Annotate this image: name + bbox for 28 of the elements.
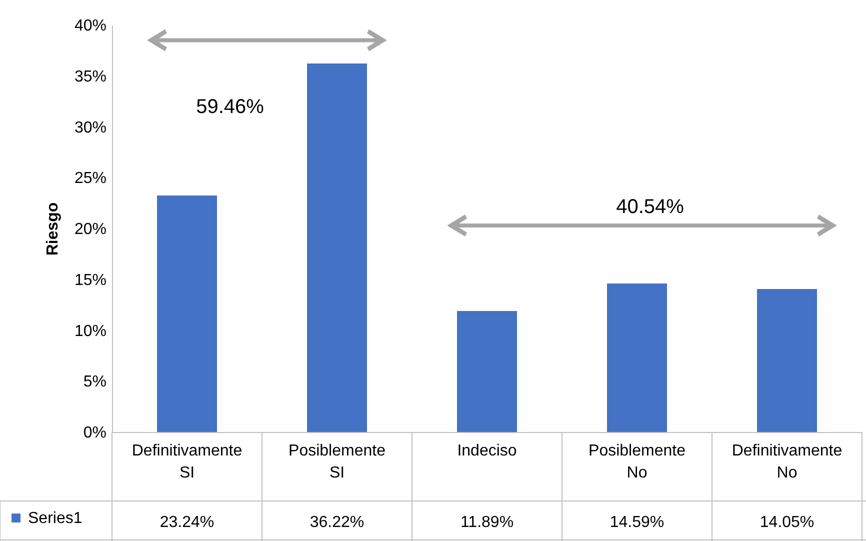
y-tick-label: 10% xyxy=(74,322,106,340)
legend-label: Series1 xyxy=(28,510,82,527)
x-tick-label: Definitivamente SI xyxy=(132,442,242,482)
y-tick-label: 35% xyxy=(74,68,106,86)
data-label: 11.89% xyxy=(460,514,514,531)
x-tick-label: Posiblemente No xyxy=(588,442,686,482)
data-label: 14.05% xyxy=(760,514,814,531)
y-tick-label: 5% xyxy=(83,374,106,391)
bar xyxy=(607,284,667,432)
y-tick-label: 40% xyxy=(74,18,106,34)
bar xyxy=(757,289,817,432)
bar xyxy=(457,311,517,432)
data-label: 23.24% xyxy=(160,514,214,531)
x-tick-label: Posiblemente SI xyxy=(288,442,386,482)
bar xyxy=(157,196,217,432)
y-tick-label: 0% xyxy=(83,424,106,442)
y-tick-label: 25% xyxy=(74,170,106,188)
data-label: 36.22% xyxy=(310,514,364,531)
y-tick-label: 20% xyxy=(74,221,106,238)
bar xyxy=(307,63,367,432)
y-tick-label: 15% xyxy=(74,272,106,289)
annotation: 40.54% xyxy=(616,196,684,218)
y-tick-label: 30% xyxy=(74,119,106,136)
annotation: 59.46% xyxy=(196,96,264,118)
x-tick-label: Indeciso xyxy=(457,442,517,460)
data-label: 14.59% xyxy=(610,514,664,531)
y-axis-title: Riesgo xyxy=(44,202,62,256)
x-tick-label: Definitivamente No xyxy=(732,442,842,482)
